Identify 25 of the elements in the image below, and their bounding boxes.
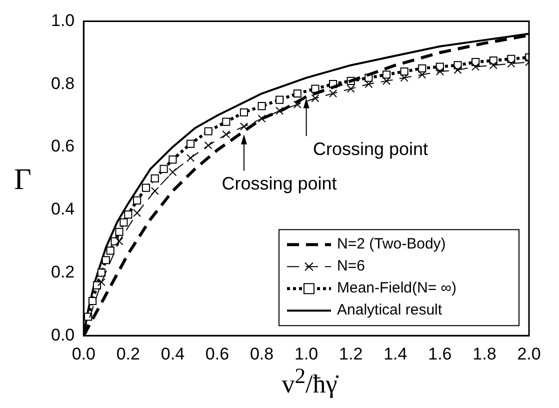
x-tick-label: 1.6 [428,344,452,364]
y-tick-label: 0.8 [50,74,75,93]
annotation: Crossing point [222,174,337,194]
y-axis-title: Γ [14,163,32,197]
y-tick-label: 0.4 [50,200,75,219]
legend-label: N=2 (Two-Body) [337,236,446,253]
x-tick-label: 1.8 [472,344,496,364]
annotation: Crossing point [312,139,428,160]
x-axis-title: v$^{2}$/ħγ̇ [280,364,340,400]
x-tick-label: 0.4 [160,344,185,364]
x-tick-label: 1.4 [384,344,408,364]
y-tick-label: 0.0 [50,325,75,344]
x-tick-label: 0.8 [250,344,274,364]
x-tick-label: 0.2 [116,344,140,364]
y-tick-label: 0.2 [50,262,75,282]
x-tick-label: 1.0 [294,344,318,364]
x-tick-label: 0.6 [205,344,230,364]
legend-label: N=6 [337,258,365,275]
x-tick-label: 2.0 [517,344,541,364]
y-tick-label: 0.6 [50,136,75,156]
x-tick-label: 0.0 [72,344,96,364]
x-tick-label: 1.2 [339,344,363,364]
legend-label: Analytical result [337,302,443,319]
legend-label: Mean-Field(N= ∞) [337,280,456,297]
y-tick-label: 1.0 [50,10,75,30]
